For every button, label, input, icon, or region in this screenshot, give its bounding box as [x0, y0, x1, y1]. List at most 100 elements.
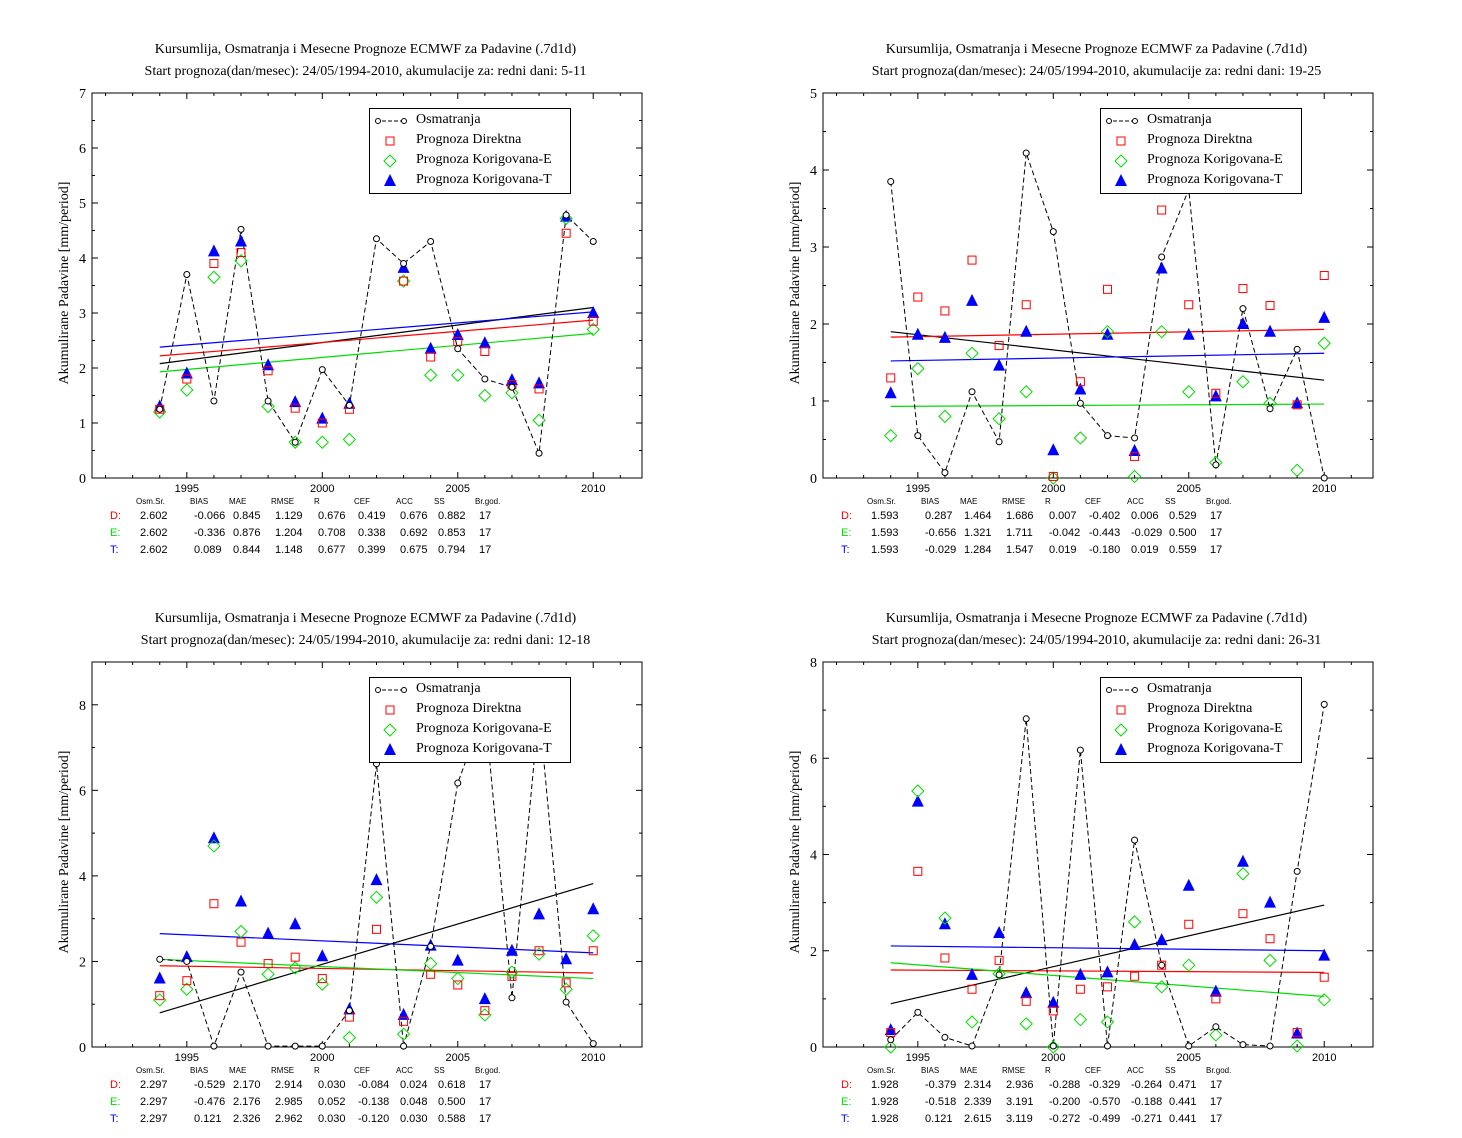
corrE-point — [1127, 915, 1142, 929]
stats-header-cell: BIAS — [190, 1066, 209, 1075]
direct-point — [480, 347, 490, 356]
direct-point — [588, 316, 598, 326]
stats-cell: 2.339 — [964, 1096, 992, 1108]
direct-point — [1238, 284, 1248, 294]
stats-cell: 0.882 — [438, 510, 466, 522]
direct-point — [588, 946, 598, 956]
stats-header-cell: RMSE — [271, 497, 295, 506]
obs-point — [318, 366, 326, 374]
obs-point — [1293, 867, 1301, 875]
direct-point — [453, 980, 463, 990]
stats-cell: 0.529 — [1169, 510, 1197, 522]
plot-frame — [91, 661, 643, 1048]
y-axis-label: Akumulirane Padavine [mm/period] — [57, 181, 72, 385]
stats-cell: 1.321 — [964, 527, 992, 539]
obs-point — [562, 998, 570, 1006]
stats-row-label: E: — [841, 1096, 852, 1108]
stats-row-label: T: — [110, 544, 119, 556]
corrT-point — [1047, 995, 1060, 1008]
obs-point — [1103, 1042, 1111, 1050]
stats-cell: 2.602 — [140, 544, 168, 556]
corrE-point — [1209, 1028, 1223, 1042]
stats-header-cell: CEF — [1085, 1066, 1101, 1075]
obs-trend-line — [159, 306, 594, 365]
stats-header-cell: ACC — [396, 1066, 413, 1075]
stats-cell: 2.326 — [233, 1113, 261, 1125]
corrE-point — [1019, 385, 1033, 399]
corrT-trend-line — [890, 945, 1325, 952]
corrE-point — [207, 270, 221, 284]
direct-point — [1048, 471, 1058, 481]
y-tick-label: 3 — [79, 307, 86, 322]
stats-cell: -0.443 — [1089, 527, 1121, 539]
x-tick-label: 2000 — [1041, 1052, 1065, 1064]
y-tick-label: 0 — [79, 1041, 86, 1056]
corrT-point — [451, 953, 464, 966]
stats-cell: 0.559 — [1169, 544, 1197, 556]
direct-point — [1265, 301, 1275, 311]
x-tick-label: 1995 — [906, 1052, 930, 1064]
y-axis-label: Akumulirane Padavine [mm/period] — [57, 750, 72, 954]
corrT-point — [1209, 984, 1222, 997]
stats-cell: -0.336 — [194, 527, 226, 539]
stats-cell: -0.271 — [1131, 1113, 1163, 1125]
chart-title: Kursumlija, Osmatranja i Mesecne Prognoz… — [154, 42, 577, 57]
stats-row-label: D: — [841, 1079, 852, 1091]
obs-point — [1185, 1042, 1193, 1050]
stats-header-cell: R — [314, 1066, 320, 1075]
chart-plot: 0 1 2 3 4 5 1995 2000 2005 2010 — [810, 87, 1374, 495]
corrT-point — [478, 336, 491, 349]
stats-cell: 1.593 — [871, 510, 899, 522]
legend-label-corrE: Prognoza Korigovana-E — [1147, 721, 1283, 736]
corrT-trend-line — [159, 311, 594, 348]
stats-row-label: E: — [110, 527, 121, 539]
stats-header-cell: RMSE — [1002, 1066, 1026, 1075]
legend-label-direct: Prognoza Direktna — [1147, 132, 1253, 147]
direct-point — [1292, 400, 1302, 410]
corrT-point — [316, 411, 329, 424]
obs-point — [508, 994, 516, 1002]
obs-point — [264, 1042, 272, 1050]
corrE-point — [234, 254, 248, 268]
corrT-point — [370, 873, 383, 886]
stats-cell: 1.547 — [1006, 544, 1034, 556]
corrT-point — [1291, 396, 1304, 409]
stats-cell: 0.441 — [1169, 1096, 1197, 1108]
direct-point — [317, 418, 327, 428]
stats-cell: 1.204 — [275, 527, 303, 539]
legend-label-obs: Osmatranja — [1147, 681, 1212, 696]
stats-header-cell: RMSE — [271, 1066, 295, 1075]
corrE-point — [207, 839, 221, 853]
direct-point — [209, 259, 219, 268]
y-tick-label: 4 — [810, 849, 817, 864]
stats-cell: 1.593 — [871, 544, 899, 556]
stats-cell: 0.019 — [1131, 544, 1159, 556]
corrE-point — [911, 784, 925, 798]
x-tick-label: 2000 — [1041, 483, 1065, 495]
obs-point — [1022, 149, 1030, 157]
obs-point — [1022, 715, 1030, 723]
obs-point — [345, 1007, 353, 1015]
corrT-point — [1128, 444, 1141, 457]
corrT-point — [1318, 310, 1331, 323]
corrT-point — [1318, 948, 1331, 961]
obs-point — [427, 942, 435, 950]
legend-obs-marker — [375, 687, 381, 693]
legend-label-direct: Prognoza Direktna — [416, 132, 522, 147]
stats-header-cell: ACC — [1127, 1066, 1144, 1075]
obs-point — [427, 238, 435, 245]
stats-cell: -0.402 — [1089, 510, 1121, 522]
stats-cell: -0.180 — [1089, 544, 1121, 556]
corrE-point — [396, 1027, 411, 1041]
legend-label-corrT: Prognoza Korigovana-T — [1147, 172, 1283, 187]
corrE-point — [369, 890, 384, 904]
corrE-point — [451, 971, 465, 986]
corrT-point — [289, 917, 302, 930]
corrE-point — [884, 428, 898, 443]
stats-row-label: D: — [841, 510, 852, 522]
corrT-point — [884, 1023, 897, 1036]
legend-corrT-marker — [1115, 174, 1127, 186]
stats-header-cell: R — [1045, 497, 1051, 506]
stats-table: Osm.Sr. BIAS MAE RMSE R CEF ACC SS Br.god. D: 1.59… — [731, 497, 1462, 569]
obs-point — [1049, 228, 1057, 236]
